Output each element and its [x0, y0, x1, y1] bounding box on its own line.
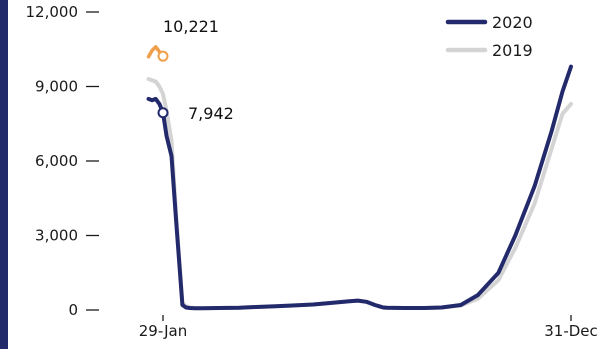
annotation-layer: 10,221 7,942 [157, 17, 234, 123]
legend: 2020 2019 [445, 13, 533, 60]
series-layer [146, 45, 573, 311]
y-tick-label: 9,000 [35, 78, 78, 96]
legend-label-2020: 2020 [492, 13, 533, 32]
y-tick-label: 3,000 [35, 227, 78, 245]
x-axis: 29-Jan 31-Dec [139, 315, 598, 340]
annotation-marker-2020 [157, 107, 169, 119]
annotation-label-2020: 7,942 [188, 104, 234, 123]
y-tick-label: 6,000 [35, 152, 78, 170]
x-tick-label: 31-Dec [544, 322, 598, 340]
annotation-marker-highlight [157, 50, 169, 62]
left-frame-bar [0, 0, 8, 349]
annotation-label-highlight: 10,221 [163, 17, 219, 36]
y-tick-label: 0 [68, 301, 78, 319]
series-line-2020 [146, 64, 573, 311]
y-axis: 0 3,000 6,000 9,000 12,000 [26, 3, 99, 319]
legend-label-2019: 2019 [492, 41, 533, 60]
x-tick-label: 29-Jan [139, 322, 187, 340]
y-tick-label: 12,000 [26, 3, 79, 21]
